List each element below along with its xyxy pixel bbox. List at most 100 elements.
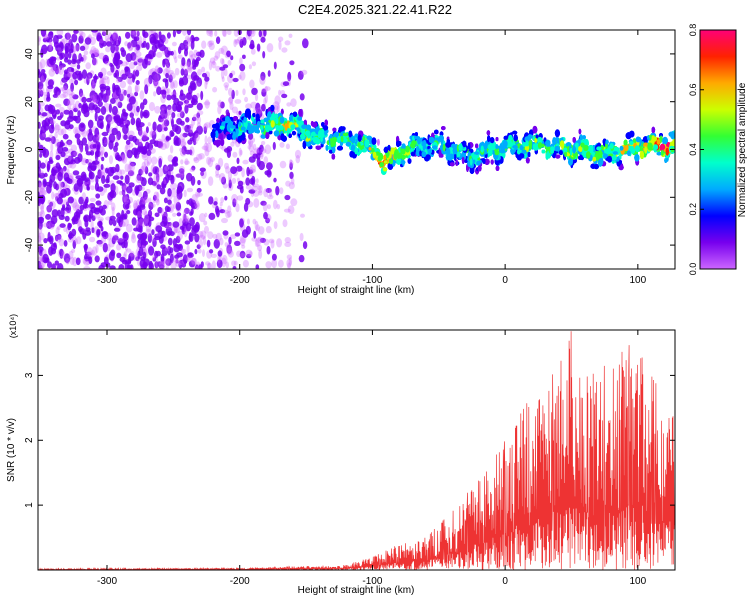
heatmap-cell <box>87 204 91 211</box>
heatmap-cell <box>276 104 280 113</box>
heatmap-cell <box>227 210 232 218</box>
heatmap-cell <box>259 75 266 85</box>
heatmap-cell <box>97 100 103 107</box>
heatmap-cell <box>182 254 188 264</box>
heatmap-cell <box>61 38 68 45</box>
heatmap-cell <box>135 117 142 127</box>
heatmap-cell <box>136 30 140 37</box>
heatmap-cell <box>223 82 230 88</box>
heatmap-cell <box>118 190 125 196</box>
heatmap-cell <box>216 208 220 218</box>
heatmap-cell <box>40 257 44 262</box>
heatmap-cell <box>160 110 164 116</box>
heatmap-cell <box>74 204 82 211</box>
heatmap-cell <box>59 223 66 228</box>
heatmap-cell <box>139 176 144 182</box>
heatmap-cell <box>204 148 210 157</box>
heatmap-cell <box>289 60 295 66</box>
heatmap-cell <box>89 236 96 243</box>
heatmap-cell <box>73 46 77 53</box>
heatmap-cell <box>246 253 252 259</box>
heatmap-cell <box>142 111 148 117</box>
heatmap-cell <box>230 166 238 175</box>
heatmap-cell <box>44 137 52 142</box>
heatmap-cell <box>170 174 175 185</box>
heatmap-cell <box>57 171 63 182</box>
heatmap-cell <box>135 207 143 216</box>
heatmap-cell <box>262 202 268 212</box>
heatmap-cell <box>49 150 54 159</box>
heatmap-cell <box>149 101 155 112</box>
heatmap-cell <box>161 215 168 225</box>
heatmap-cell <box>212 86 218 93</box>
heatmap-cell <box>82 157 87 163</box>
heatmap-cell <box>102 30 108 35</box>
heatmap-cell <box>176 112 183 118</box>
heatmap-cell <box>148 201 154 211</box>
heatmap-cell <box>51 191 55 200</box>
heatmap-cell <box>184 158 189 166</box>
heatmap-cell <box>255 264 260 269</box>
heatmap-cell <box>256 152 261 160</box>
heatmap-cell <box>187 252 192 258</box>
heatmap-cell <box>96 134 100 142</box>
heatmap-cell <box>377 138 380 146</box>
heatmap-cell <box>90 165 97 171</box>
heatmap-cell <box>187 103 194 108</box>
heatmap-cell <box>209 249 214 254</box>
heatmap-cell <box>64 209 69 215</box>
heatmap-cell <box>41 44 48 55</box>
heatmap-cell <box>165 173 170 184</box>
heatmap-cell <box>64 45 69 54</box>
heatmap-cell <box>160 253 165 263</box>
heatmap-cell <box>92 57 97 66</box>
heatmap-cell <box>225 261 229 269</box>
heatmap-cell <box>232 265 237 269</box>
heatmap-cell <box>238 110 242 115</box>
heatmap-cell <box>135 69 140 77</box>
heatmap-cell <box>284 194 291 201</box>
heatmap-cell <box>63 82 69 91</box>
heatmap-cell <box>46 206 51 213</box>
heatmap-cell <box>248 64 252 70</box>
heatmap-cell <box>44 104 50 112</box>
heatmap-cell <box>253 198 260 208</box>
heatmap-cell <box>258 185 263 194</box>
heatmap-cell <box>111 127 118 136</box>
heatmap-cell <box>213 238 220 249</box>
heatmap-cell <box>122 124 129 135</box>
heatmap-cell <box>67 196 75 204</box>
heatmap-cell <box>86 247 93 255</box>
heatmap-cell <box>110 34 114 45</box>
heatmap-cell <box>93 98 98 105</box>
heatmap-cell <box>285 180 291 187</box>
heatmap-cell <box>38 86 45 95</box>
heatmap-cell <box>214 51 221 59</box>
heatmap-cell <box>141 208 147 216</box>
heatmap-cell <box>175 137 182 147</box>
heatmap-cell <box>121 189 126 196</box>
heatmap-cell <box>139 199 146 208</box>
heatmap-cell <box>40 75 45 84</box>
heatmap-cell <box>251 185 259 192</box>
heatmap-cell <box>180 138 186 148</box>
heatmap-cell <box>202 249 205 257</box>
heatmap-cell <box>63 253 71 264</box>
heatmap-cell <box>127 41 134 51</box>
heatmap-cell <box>113 227 121 232</box>
heatmap-cell <box>40 30 47 37</box>
heatmap-cell <box>195 191 201 198</box>
heatmap-cell <box>80 57 84 62</box>
heatmap-cell <box>161 133 166 142</box>
heatmap-cell <box>195 265 199 269</box>
heatmap-cell <box>84 37 92 45</box>
heatmap-cell <box>284 241 292 247</box>
heatmap-cell <box>81 174 87 182</box>
heatmap-cell <box>181 57 186 67</box>
heatmap-cell <box>38 36 42 42</box>
heatmap-cell <box>77 217 81 227</box>
heatmap-cell <box>64 215 70 222</box>
heatmap-cell <box>228 97 234 103</box>
heatmap-cell <box>284 40 291 46</box>
heatmap-cell <box>263 188 269 198</box>
